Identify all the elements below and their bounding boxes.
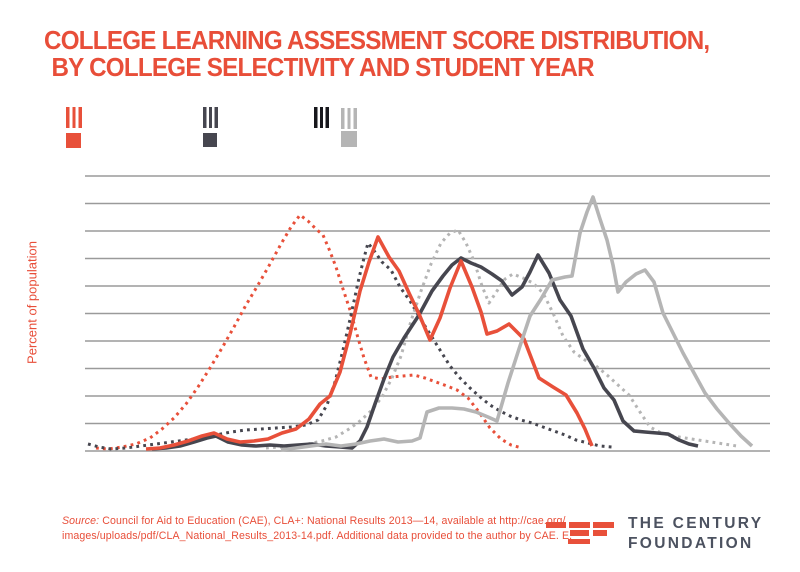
legend-swatch-black-dashed <box>314 107 329 128</box>
tcf-logo-bar <box>569 522 590 528</box>
legend-swatch-red-solid <box>66 133 81 148</box>
legend-swatch-light-dashed <box>341 108 357 129</box>
tcf-logo: THE CENTURY FOUNDATION <box>546 514 768 554</box>
source-line2: images/uploads/pdf/CLA_National_Results_… <box>62 529 573 542</box>
source-line1-text: Council for Aid to Education (CAE), CLA+… <box>99 515 566 527</box>
chart-title: COLLEGE LEARNING ASSESSMENT SCORE DISTRI… <box>44 25 710 82</box>
series-dark-solid <box>151 253 699 451</box>
tcf-logo-bar <box>593 522 614 528</box>
tcf-logo-bar <box>570 530 589 536</box>
series-red-dotted <box>95 213 523 451</box>
tcf-logo-text: THE CENTURY FOUNDATION <box>628 514 763 553</box>
tcf-logo-bar <box>546 522 566 528</box>
source-prefix: Source: <box>62 515 100 527</box>
chart-title-line1: COLLEGE LEARNING ASSESSMENT SCORE DISTRI… <box>44 25 710 55</box>
source-note: Source: Council for Aid to Education (CA… <box>62 514 572 543</box>
series-light-dotted <box>265 228 738 450</box>
chart-title-line2: BY COLLEGE SELECTIVITY AND STUDENT YEAR <box>51 52 594 82</box>
source-line1: Source: Council for Aid to Education (CA… <box>62 514 572 529</box>
tcf-logo-bar <box>593 530 607 536</box>
legend-swatch-dark-solid <box>203 133 217 147</box>
legend-swatch-dark-dashed <box>203 107 218 128</box>
legend-swatch-light-solid <box>341 131 357 147</box>
tcf-logo-mark <box>546 520 618 554</box>
tcf-logo-text-line2: FOUNDATION <box>628 534 754 552</box>
series-dark-dotted <box>87 241 613 451</box>
tcf-logo-bar <box>568 538 590 544</box>
tcf-logo-text-line1: THE CENTURY <box>628 515 764 532</box>
series-red-solid <box>145 235 594 451</box>
legend-swatch-red-dashed <box>66 107 82 128</box>
series-light-solid <box>280 195 754 452</box>
legend <box>0 0 800 160</box>
